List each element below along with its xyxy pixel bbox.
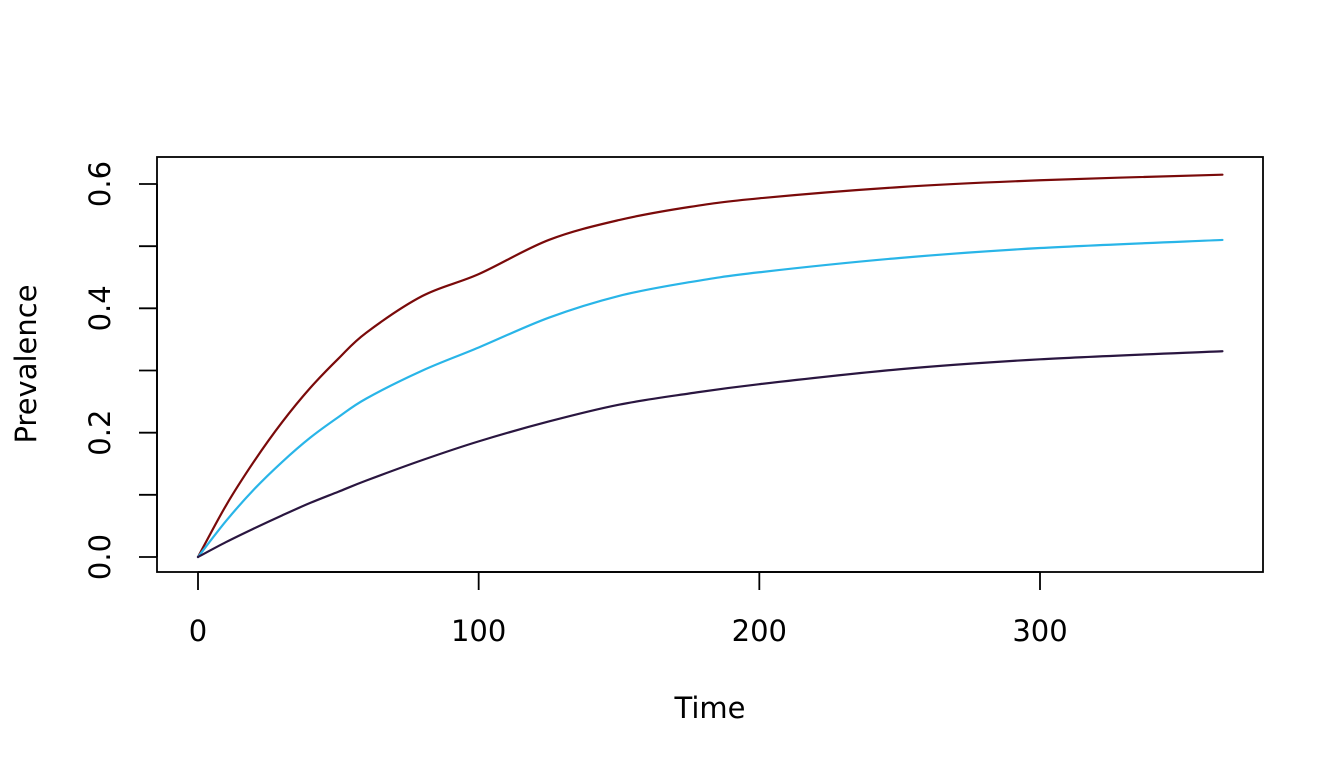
series-line-3 — [196, 350, 1224, 559]
x-tick-label: 200 — [732, 614, 787, 648]
series-layer — [196, 173, 1224, 559]
y-axis-label: Prevalence — [9, 284, 43, 443]
x-axis-label: Time — [674, 691, 746, 725]
series-line-2 — [196, 238, 1224, 559]
y-tick-label: 0.0 — [83, 534, 117, 580]
y-tick-label: 0.2 — [83, 410, 117, 456]
x-axis: 0 100 200 300 — [189, 571, 1068, 648]
y-axis: 0.0 0.2 0.4 0.6 — [83, 161, 158, 580]
x-tick-label: 300 — [1012, 614, 1067, 648]
y-tick-label: 0.6 — [83, 161, 117, 207]
plot-frame — [156, 156, 1264, 573]
x-tick-label: 0 — [189, 614, 207, 648]
series-line-1 — [196, 173, 1224, 559]
y-tick-label: 0.4 — [83, 285, 117, 331]
x-tick-label: 100 — [451, 614, 506, 648]
